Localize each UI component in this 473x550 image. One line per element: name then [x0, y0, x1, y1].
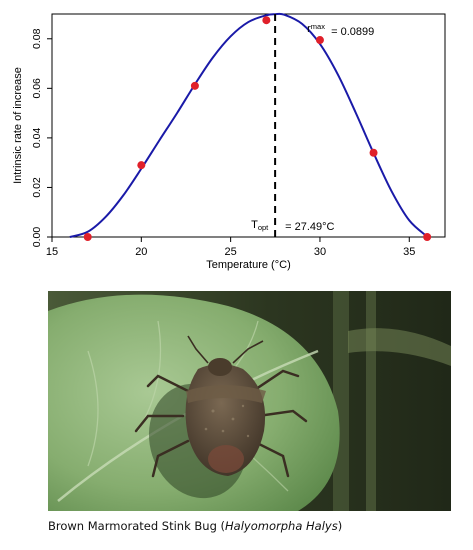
- caption-species: Halyomorpha Halys: [225, 519, 338, 533]
- y-tick-label: 0.02: [31, 177, 43, 198]
- x-tick-label: 20: [135, 246, 147, 258]
- x-axis-label: Temperature (°C): [206, 259, 290, 271]
- data-point: [190, 81, 199, 90]
- data-point: [369, 148, 378, 157]
- topt-subscript: opt: [258, 223, 269, 232]
- caption-prefix: Brown Marmorated Stink Bug (: [48, 519, 226, 533]
- rmax-label: rmax: [307, 22, 325, 35]
- x-tick-label: 15: [46, 246, 58, 258]
- x-tick-label: 25: [225, 246, 237, 258]
- leaf-vein: [87, 350, 99, 467]
- y-tick-label: 0.04: [31, 128, 43, 149]
- bug-speckles: [204, 404, 250, 438]
- bug-pronotum: [186, 385, 266, 403]
- topt-label: Topt: [251, 219, 269, 232]
- plot-frame: [51, 13, 446, 238]
- background-stem: [366, 291, 376, 511]
- data-point: [262, 16, 271, 25]
- data-point: [315, 36, 324, 45]
- bug-head: [208, 358, 232, 376]
- y-tick-label: 0.08: [31, 28, 43, 49]
- background-stem: [333, 291, 349, 511]
- stink-bug-photo: [48, 291, 451, 511]
- photo-caption: Brown Marmorated Stink Bug (Halyomorpha …: [48, 519, 458, 533]
- data-point: [83, 233, 92, 241]
- rmax-value: = 0.0899: [331, 26, 374, 38]
- data-point: [137, 161, 146, 170]
- thermal-performance-chart: 15 20 25 30 35 0.00 0.02 0.04 0.06 0.08 Temperatur…: [12, 12, 446, 271]
- bug-abdomen: [208, 445, 244, 473]
- data-point: [423, 233, 432, 241]
- rmax-symbol: r: [307, 23, 311, 35]
- y-tick-label: 0.00: [31, 227, 43, 248]
- bug-antennae: [187, 335, 264, 364]
- x-tick-label: 30: [314, 246, 326, 258]
- rmax-subscript: max: [311, 22, 325, 31]
- y-axis-label: Intrinsic rate of increase: [12, 67, 24, 184]
- chart-panel: 15 20 25 30 35 0.00 0.02 0.04 0.06 0.08 Temperatur…: [12, 12, 446, 271]
- caption-suffix: ): [337, 519, 343, 533]
- fitted-curve: [69, 12, 428, 238]
- topt-symbol: T: [251, 219, 258, 231]
- topt-value: = 27.49°C: [285, 221, 334, 233]
- stink-bug-photo-illustration: [48, 291, 451, 511]
- background-leaf: [348, 328, 451, 366]
- y-tick-label: 0.06: [31, 78, 43, 99]
- x-tick-label: 35: [403, 246, 415, 258]
- bug-legs: [134, 369, 308, 478]
